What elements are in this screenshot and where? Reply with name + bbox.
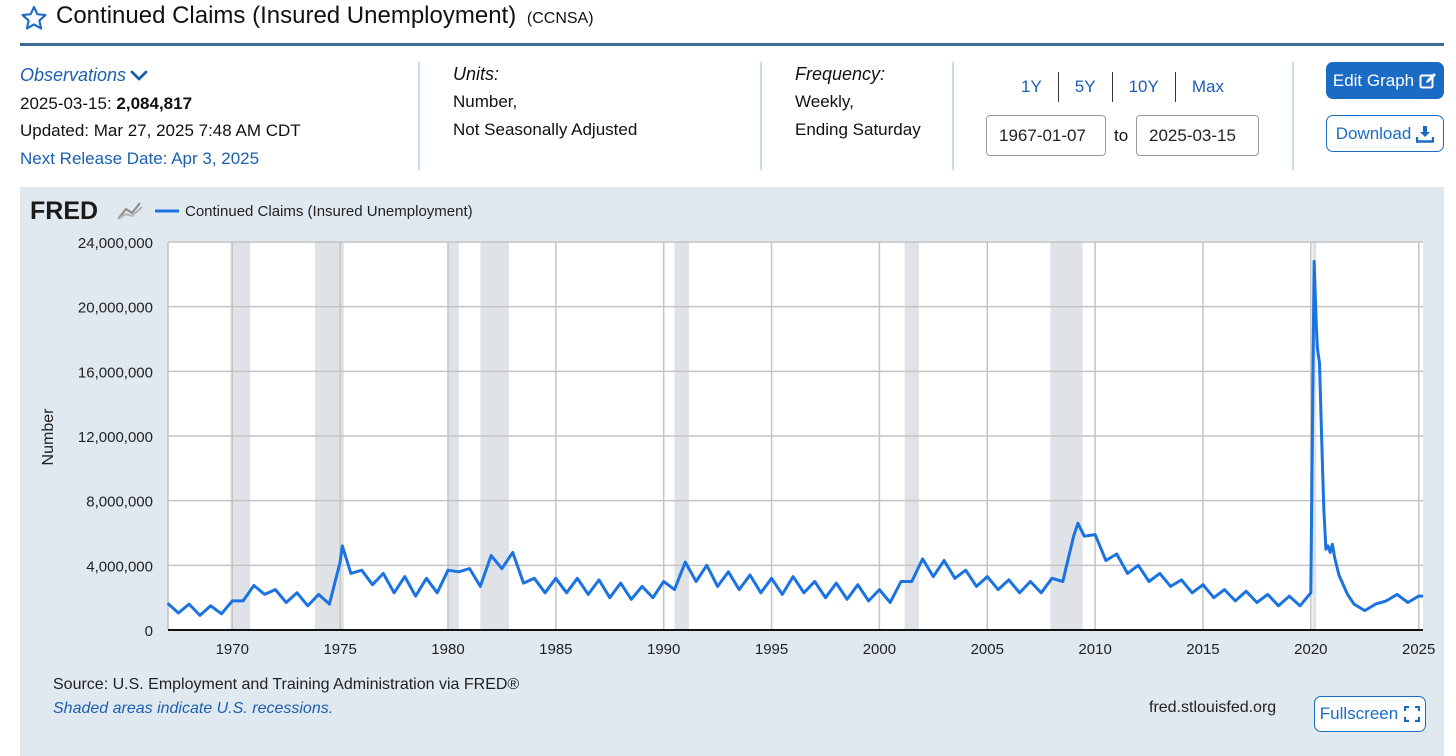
frequency-label: Frequency: <box>795 64 886 84</box>
x-tick-label: 1970 <box>216 641 249 658</box>
divider <box>760 62 762 170</box>
star-icon[interactable] <box>20 4 48 32</box>
recession-note: Shaded areas indicate U.S. recessions. <box>53 700 334 717</box>
y-tick-label: 8,000,000 <box>86 494 153 511</box>
updated-text: Updated: Mar 27, 2025 7:48 AM CDT <box>20 121 301 140</box>
x-tick-label: 1995 <box>755 641 788 658</box>
y-axis-label: Number <box>40 408 57 466</box>
observations-toggle[interactable]: Observations <box>20 62 148 90</box>
observations-label: Observations <box>20 65 127 85</box>
frequency-line-1: Weekly, <box>795 92 854 111</box>
x-tick-label: 2025 <box>1402 641 1435 658</box>
frequency-line-2: Ending Saturday <box>795 120 921 139</box>
x-tick-label: 1975 <box>323 641 356 658</box>
range-10y-button[interactable]: 10Y <box>1128 77 1159 96</box>
range-max-button[interactable]: Max <box>1191 77 1224 96</box>
observations-panel: Observations 2025-03-15: 2,084,817 Updat… <box>20 62 410 172</box>
x-tick-label: 2020 <box>1294 641 1327 658</box>
source-text: Source: U.S. Employment and Training Adm… <box>53 676 520 693</box>
units-line-2: Not Seasonally Adjusted <box>453 120 638 139</box>
legend-label: Continued Claims (Insured Unemployment) <box>185 203 473 220</box>
x-tick-label: 1985 <box>539 641 572 658</box>
site-url: fred.stlouisfed.org <box>1149 699 1277 716</box>
x-tick-labels: 1970 1975 1980 1985 1990 1995 2000 2005 2010 2015… <box>216 641 1436 658</box>
download-icon <box>1416 125 1435 143</box>
chart[interactable]: FRED Continued Claims (Insured Unemploym… <box>20 187 1444 667</box>
x-tick-label: 2015 <box>1186 641 1219 658</box>
divider <box>1292 62 1294 170</box>
series-line <box>166 259 1423 617</box>
divider <box>952 62 954 170</box>
source-notes: Source: U.S. Employment and Training Adm… <box>53 673 519 721</box>
latest-observation: 2025-03-15: 2,084,817 <box>20 90 410 118</box>
next-release-link[interactable]: Next Release Date: Apr 3, 2025 <box>20 148 260 168</box>
y-tick-label: 4,000,000 <box>86 558 153 575</box>
fullscreen-icon <box>1404 706 1421 722</box>
edit-graph-label: Edit Graph <box>1332 70 1415 90</box>
x-tick-label: 2000 <box>863 641 896 658</box>
units-panel: Units: Number, Not Seasonally Adjusted <box>453 60 637 144</box>
y-tick-label: 12,000,000 <box>78 429 153 446</box>
range-buttons: 1Y 5Y 10Y Max <box>1005 72 1240 102</box>
units-line-1: Number, <box>453 92 518 111</box>
divider <box>418 62 420 170</box>
units-label: Units: <box>453 64 500 84</box>
fullscreen-label: Fullscreen <box>1319 704 1399 723</box>
x-tick-label: 2010 <box>1078 641 1111 658</box>
x-tick-label: 1980 <box>431 641 464 658</box>
range-separator <box>1174 72 1176 102</box>
graph-panel: FRED Continued Claims (Insured Unemploym… <box>20 187 1444 756</box>
range-separator <box>1111 72 1113 102</box>
range-1y-button[interactable]: 1Y <box>1021 77 1042 96</box>
series-title: Continued Claims (Insured Unemployment) <box>56 2 517 29</box>
end-date-input[interactable] <box>1136 115 1259 156</box>
y-grid <box>168 241 1423 567</box>
series-id: (CCNSA) <box>526 10 594 27</box>
x-tick-label: 1990 <box>647 641 680 658</box>
fred-logo: FRED <box>30 197 98 225</box>
range-separator <box>1057 72 1059 102</box>
range-5y-button[interactable]: 5Y <box>1074 77 1096 96</box>
to-label: to <box>1114 126 1129 145</box>
download-button[interactable]: Download <box>1326 115 1444 152</box>
download-label: Download <box>1335 123 1412 143</box>
header: Continued Claims (Insured Unemployment) … <box>20 0 1444 44</box>
edit-icon <box>1419 72 1437 88</box>
observation-date: 2025-03-15: <box>20 93 112 113</box>
observation-value: 2,084,817 <box>116 93 193 113</box>
y-tick-labels: 0 4,000,000 8,000,000 12,000,000 16,000,000 2… <box>78 235 153 640</box>
fullscreen-button[interactable]: Fullscreen <box>1314 696 1426 732</box>
page-title: Continued Claims (Insured Unemployment) … <box>56 2 594 30</box>
chevron-down-icon <box>130 70 148 81</box>
y-tick-label: 16,000,000 <box>78 364 153 381</box>
y-tick-label: 20,000,000 <box>78 300 153 317</box>
y-tick-label: 24,000,000 <box>78 235 153 252</box>
start-date-input[interactable] <box>986 115 1106 156</box>
x-tick-label: 2005 <box>971 641 1004 658</box>
fred-logo-mark <box>117 202 143 220</box>
header-divider <box>20 43 1444 46</box>
y-tick-label: 0 <box>145 623 153 640</box>
edit-graph-button[interactable]: Edit Graph <box>1326 62 1444 99</box>
frequency-panel: Frequency: Weekly, Ending Saturday <box>795 60 921 144</box>
